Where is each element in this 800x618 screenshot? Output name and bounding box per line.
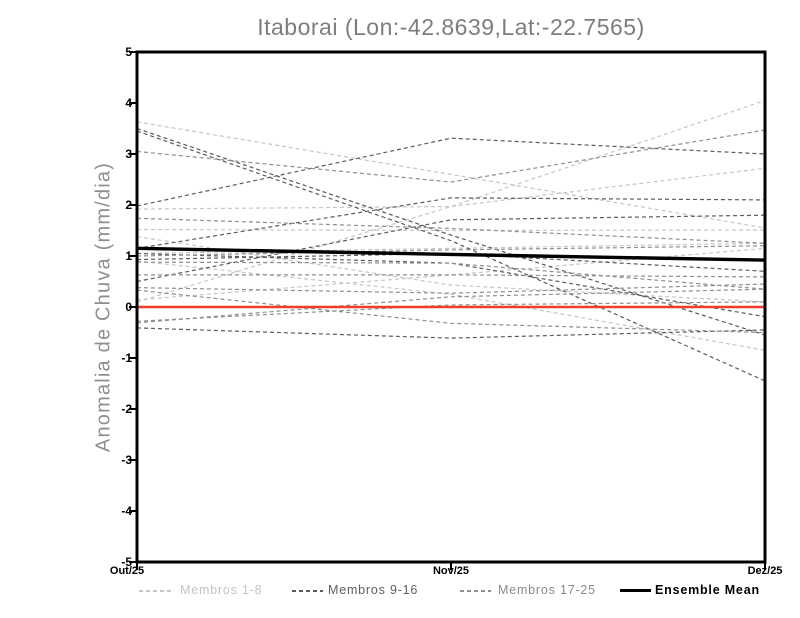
- y-tick-label: 1: [125, 249, 132, 263]
- ensemble-member-line: [136, 129, 766, 183]
- ensemble-member-line: [136, 197, 766, 249]
- y-tick-label: -5: [121, 555, 132, 569]
- y-tick-label: -1: [121, 351, 132, 365]
- ensemble-member-line: [136, 130, 766, 382]
- legend-label: Membros 9-16: [328, 583, 419, 597]
- ensemble-member-line: [136, 242, 766, 255]
- ensemble-member-line: [136, 121, 766, 229]
- ensemble-member-group-membros-1-8: [136, 99, 766, 351]
- x-tick-label: Out/25: [109, 565, 145, 577]
- legend-line-sample: [620, 589, 651, 592]
- y-tick-label: 4: [125, 96, 132, 110]
- ensemble-mean-line: [136, 246, 766, 262]
- ensemble-member-group-membros-9-16: [136, 127, 766, 382]
- x-tick-label: Dez/25: [747, 565, 783, 577]
- ensemble-member-line: [136, 236, 766, 303]
- y-tick-label: 0: [125, 300, 132, 314]
- y-tick-label: -2: [121, 402, 132, 416]
- ensemble-member-line: [136, 288, 766, 324]
- ensemble-member-line: [136, 252, 766, 318]
- legend-line-sample: [139, 590, 172, 592]
- y-tick-label: 2: [125, 198, 132, 212]
- x-tick-label: Nov/25: [432, 565, 470, 577]
- ensemble-member-line: [136, 127, 766, 336]
- ensemble-member-line: [136, 217, 766, 244]
- chart-title: Itaborai (Lon:-42.8639,Lat:-22.7565): [257, 14, 645, 40]
- ensemble-member-line: [137, 274, 766, 278]
- y-tick-label: -4: [121, 504, 132, 518]
- ensemble-member-group-membros-17-25: [136, 129, 766, 334]
- legend-label: Membros 17-25: [498, 583, 596, 597]
- ensemble-member-line: [136, 228, 766, 232]
- ensemble-member-line: [136, 137, 766, 207]
- y-tick-label: -3: [121, 453, 132, 467]
- y-tick-label: 5: [125, 45, 132, 59]
- y-tick-label: 3: [125, 147, 132, 161]
- legend-line-sample: [292, 590, 323, 592]
- chart-legend: Membros 1-8 Membros 9-16 Membros 17-25 Ense…: [0, 583, 800, 601]
- ensemble-member-line: [136, 260, 766, 351]
- ensemble-member-line: [136, 214, 766, 283]
- legend-label: Membros 1-8: [180, 583, 263, 597]
- ensemble-member-line: [136, 99, 766, 303]
- legend-line-sample: [460, 590, 491, 592]
- ensemble-member-line: [136, 289, 766, 334]
- legend-label: Ensemble Mean: [655, 583, 760, 597]
